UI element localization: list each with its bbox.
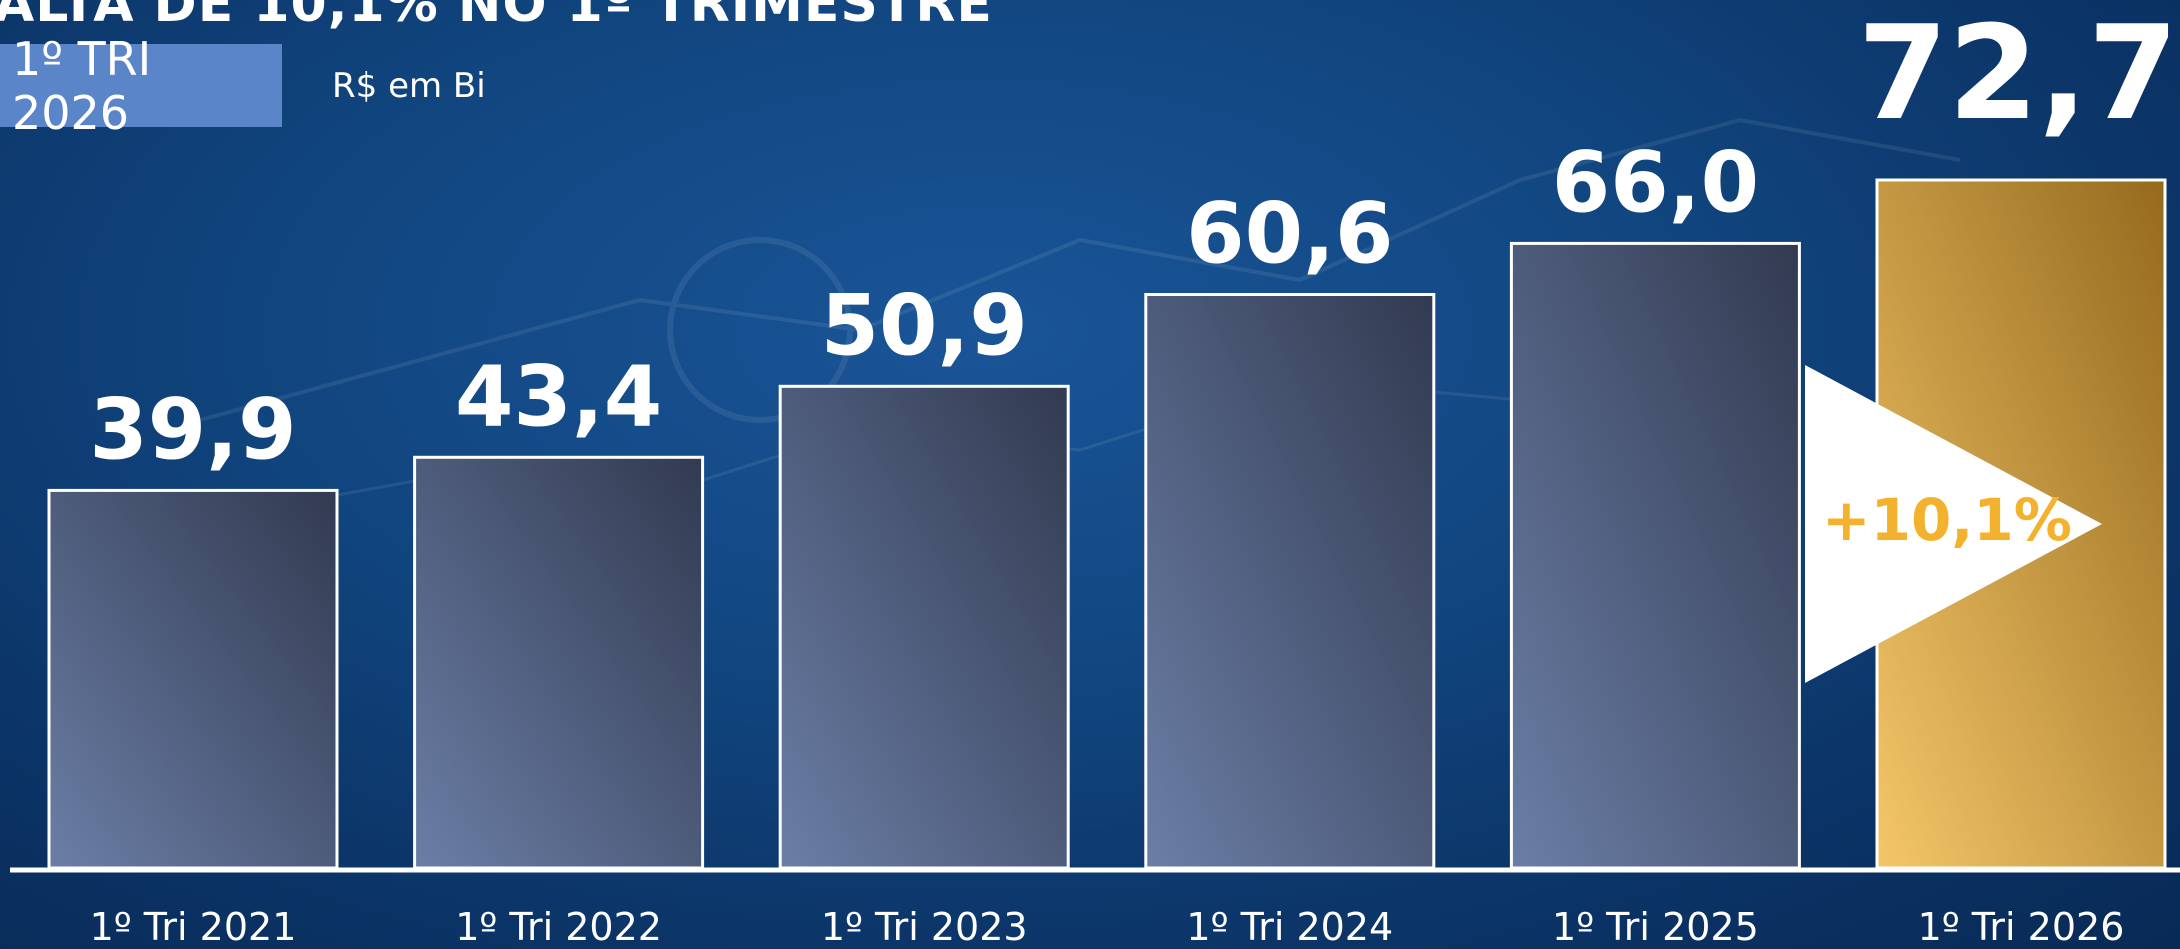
bar-value-label-4: 60,6 bbox=[1186, 185, 1393, 283]
growth-arrow-shape bbox=[1805, 365, 2102, 683]
bar-value-label-5: 66,0 bbox=[1552, 133, 1759, 231]
category-label-3: 1º Tri 2023 bbox=[821, 905, 1028, 949]
bar-1 bbox=[47, 488, 339, 870]
bar-value-label-6: 72,7 bbox=[1858, 0, 2179, 149]
bar-value-label-3: 50,9 bbox=[821, 276, 1028, 374]
bar-4 bbox=[1144, 293, 1436, 870]
page-title: ALTA DE 10,1% NO 1º TRIMESTRE bbox=[0, 0, 993, 34]
category-label-5: 1º Tri 2025 bbox=[1552, 905, 1759, 949]
bar-5 bbox=[1509, 241, 1801, 870]
growth-arrow: +10,1% bbox=[1805, 365, 2102, 683]
category-label-2: 1º Tri 2022 bbox=[455, 905, 662, 949]
unit-label: R$ em Bi bbox=[332, 66, 486, 106]
period-badge: 1º TRI 2026 bbox=[0, 32, 282, 140]
category-label-6: 1º Tri 2026 bbox=[1918, 905, 2125, 949]
bar-3 bbox=[778, 384, 1070, 870]
growth-label: +10,1% bbox=[1822, 486, 2072, 554]
category-label-4: 1º Tri 2024 bbox=[1186, 905, 1393, 949]
bar-2 bbox=[413, 455, 705, 870]
bar-value-label-1: 39,9 bbox=[89, 380, 296, 478]
bar-value-label-2: 43,4 bbox=[455, 347, 662, 445]
category-label-1: 1º Tri 2021 bbox=[90, 905, 297, 949]
